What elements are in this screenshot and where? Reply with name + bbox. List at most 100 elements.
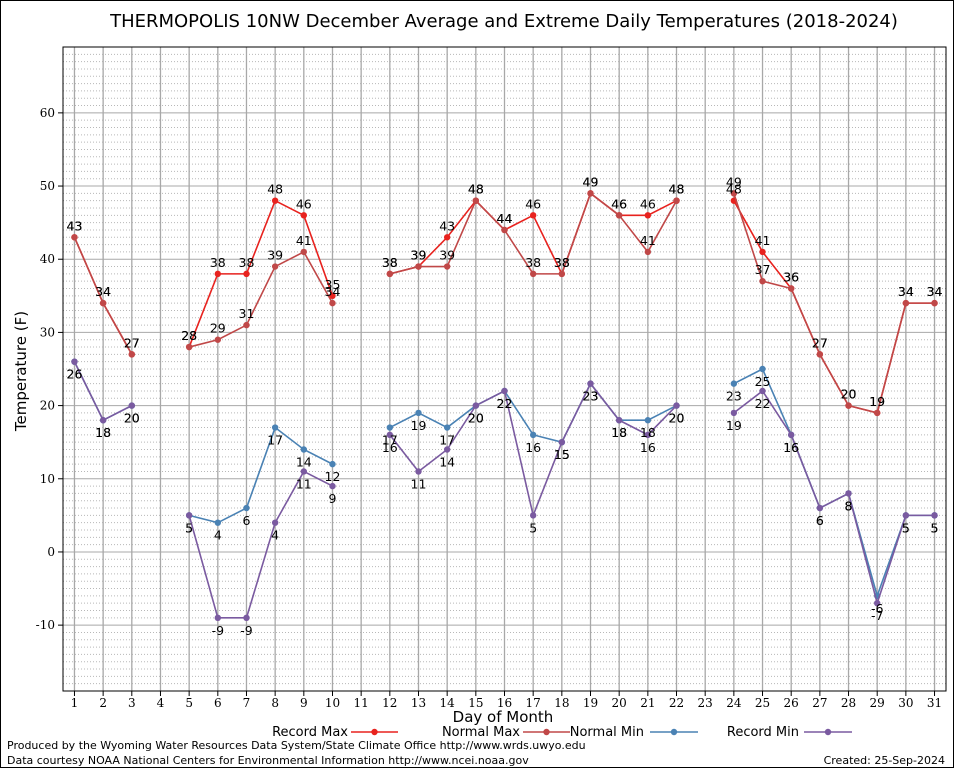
data-label: 38 <box>210 255 226 270</box>
data-label: 43 <box>67 218 83 233</box>
data-label: 48 <box>669 182 685 197</box>
data-label: -7 <box>871 608 883 623</box>
x-axis-label: Day of Month <box>453 708 554 726</box>
normal-max-point <box>472 197 480 204</box>
data-label: 37 <box>755 262 771 277</box>
normal-max-point <box>214 336 222 343</box>
record-min-point <box>587 380 594 387</box>
normal-max-point <box>673 197 680 204</box>
normal-max-point <box>529 270 537 278</box>
data-label: 18 <box>611 425 627 440</box>
data-label: 18 <box>95 425 111 440</box>
data-label: 28 <box>181 328 197 343</box>
data-label: 46 <box>611 196 627 211</box>
data-label: 46 <box>640 196 656 211</box>
data-label: 19 <box>726 418 742 433</box>
normal-max-point <box>787 285 795 292</box>
data-label: 27 <box>124 335 140 350</box>
data-label: 48 <box>468 182 484 197</box>
record-min-line <box>188 470 333 619</box>
record-min-point <box>816 504 824 512</box>
data-label: 4 <box>214 528 222 543</box>
data-label: 29 <box>210 321 226 336</box>
data-label: 11 <box>296 476 312 491</box>
record-max-point <box>243 270 250 278</box>
data-label: 8 <box>845 498 853 513</box>
normal-max-point <box>845 402 852 409</box>
normal-min-point <box>300 446 308 453</box>
data-label: 25 <box>755 374 771 389</box>
data-label: 22 <box>497 396 513 411</box>
record-min-point <box>673 402 680 409</box>
record-min-point <box>214 614 222 622</box>
normal-max-point <box>501 226 508 234</box>
data-label: 22 <box>497 396 513 411</box>
data-label: 22 <box>755 396 771 411</box>
normal-min-point <box>415 409 422 417</box>
normal-max-point <box>415 263 422 270</box>
data-label: 5 <box>931 520 939 535</box>
data-label: 49 <box>583 174 599 189</box>
data-label: 48 <box>267 182 283 197</box>
data-label: 14 <box>296 455 312 470</box>
record-min-point <box>931 512 938 519</box>
footer-producer: Produced by the Wyoming Water Resources … <box>7 739 586 752</box>
x-tick-label: 16 <box>497 696 512 710</box>
normal-min-point <box>759 365 766 373</box>
data-label: 17 <box>382 433 398 448</box>
record-min-point <box>558 438 566 446</box>
data-label: 38 <box>382 255 398 270</box>
record-min-point <box>329 482 336 490</box>
footer-courtesy: Data courtesy NOAA National Centers for … <box>7 754 529 767</box>
data-label: 23 <box>726 389 742 404</box>
record-min-point <box>787 431 795 439</box>
normal-min-point <box>243 504 250 512</box>
data-label: 6 <box>243 513 251 528</box>
normal-max-point <box>730 190 738 197</box>
data-label: 26 <box>67 367 83 382</box>
normal-min-point <box>443 424 451 431</box>
data-label: 43 <box>439 218 455 233</box>
record-min-point <box>386 431 394 439</box>
record-max-point <box>329 292 336 300</box>
legend-marker-normal-min <box>670 728 678 736</box>
x-tick-label: 22 <box>669 696 684 710</box>
data-label: 19 <box>411 418 427 433</box>
data-label: 34 <box>325 284 341 299</box>
x-tick-label: 29 <box>870 696 885 710</box>
normal-max-point <box>386 270 394 278</box>
data-label: 34 <box>898 284 914 299</box>
y-tick-label: 30 <box>40 325 55 339</box>
data-label: 20 <box>468 411 484 426</box>
x-tick-label: 31 <box>927 696 942 710</box>
x-tick-label: 19 <box>583 696 598 710</box>
record-min-series <box>71 358 938 622</box>
data-label: 6 <box>816 513 824 528</box>
legend-marker-record-max <box>371 728 378 736</box>
normal-min-point <box>214 519 222 526</box>
data-label: 36 <box>783 270 799 285</box>
x-tick-label: 28 <box>841 696 856 710</box>
data-label: 41 <box>755 233 771 248</box>
data-label: 49 <box>583 174 599 189</box>
data-label: 34 <box>898 284 914 299</box>
x-tick-label: 2 <box>99 696 107 710</box>
data-label: 18 <box>611 425 627 440</box>
data-label: 38 <box>382 255 398 270</box>
x-tick-label: 14 <box>440 696 456 710</box>
data-label: 20 <box>669 411 685 426</box>
data-label: 34 <box>927 284 943 299</box>
record-min-point <box>300 468 308 475</box>
normal-max-series <box>71 190 938 417</box>
normal-max-point <box>931 299 938 307</box>
x-tick-label: 5 <box>185 696 193 710</box>
x-tick-label: 25 <box>755 696 770 710</box>
data-label: 5 <box>902 520 910 535</box>
record-min-point <box>501 387 508 395</box>
record-min-point <box>128 402 136 409</box>
record-max-point <box>271 197 279 204</box>
data-label: 44 <box>497 211 513 226</box>
normal-min-point <box>329 460 336 468</box>
x-tick-label: 6 <box>214 696 222 710</box>
normal-max-point <box>615 212 623 219</box>
